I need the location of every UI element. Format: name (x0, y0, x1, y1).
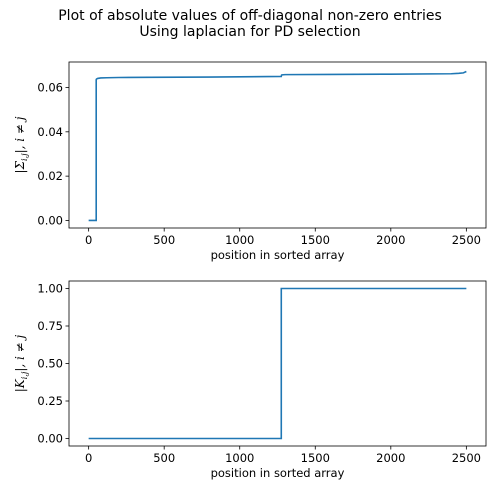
x-tick-label: 500 (153, 233, 175, 247)
x-axis-label: position in sorted array (211, 466, 345, 480)
x-tick-label: 1500 (301, 233, 330, 247)
x-tick-label: 2000 (376, 233, 405, 247)
x-tick-label: 1000 (225, 451, 254, 465)
y-tick-label: 0.06 (37, 80, 63, 94)
x-axis-ticks: 0 500 1000 1500 2000 2500 (85, 228, 481, 247)
x-tick-label: 500 (153, 451, 175, 465)
x-tick-label: 2500 (452, 233, 481, 247)
y-tick-label: 0.25 (37, 394, 63, 408)
x-axis-label: position in sorted array (211, 248, 345, 262)
y-label-open: |K (13, 378, 27, 392)
y-label-close: |, i ≠ j (13, 116, 27, 153)
y-label-subscript: i,j (20, 153, 29, 161)
y-label-close: |, i ≠ j (13, 334, 27, 371)
figure-title-line-2: Using laplacian for PD selection (139, 24, 361, 40)
plot-frame (68, 280, 487, 447)
y-tick-label: 0.00 (37, 213, 63, 227)
y-tick-label: 0.75 (37, 319, 63, 333)
subplot-sigma: 0.00 0.02 0.04 0.06 0 500 1000 1500 2000 2500 po… (13, 61, 487, 262)
y-axis-ticks: 0.00 0.25 0.50 0.75 1.00 (37, 282, 69, 446)
x-axis-ticks: 0 500 1000 1500 2000 2500 (85, 446, 481, 465)
x-tick-label: 1000 (225, 233, 254, 247)
series-line (88, 70, 467, 222)
x-tick-label: 0 (85, 233, 92, 247)
series-line (88, 287, 467, 440)
x-tick-label: 1500 (301, 451, 330, 465)
y-axis-label: |Ki,j|, i ≠ j (13, 334, 29, 392)
y-tick-label: 0.02 (37, 169, 63, 183)
x-tick-label: 0 (85, 451, 92, 465)
x-tick-label: 2500 (452, 451, 481, 465)
subplot-k: 0.00 0.25 0.50 0.75 1.00 0 500 1000 1500 2000 250… (13, 280, 487, 480)
y-axis-ticks: 0.00 0.02 0.04 0.06 (37, 80, 69, 227)
y-tick-label: 1.00 (37, 282, 63, 296)
y-tick-label: 0.50 (37, 357, 63, 371)
y-label-subscript: i,j (20, 371, 29, 379)
figure-title-line-1: Plot of absolute values of off-diagonal … (58, 8, 442, 24)
y-tick-label: 0.04 (37, 125, 63, 139)
y-tick-label: 0.00 (37, 432, 63, 446)
y-label-open: |Σ (13, 160, 27, 173)
x-tick-label: 2000 (376, 451, 405, 465)
plot-frame (68, 61, 487, 229)
y-axis-label: |Σi,j|, i ≠ j (13, 116, 29, 173)
